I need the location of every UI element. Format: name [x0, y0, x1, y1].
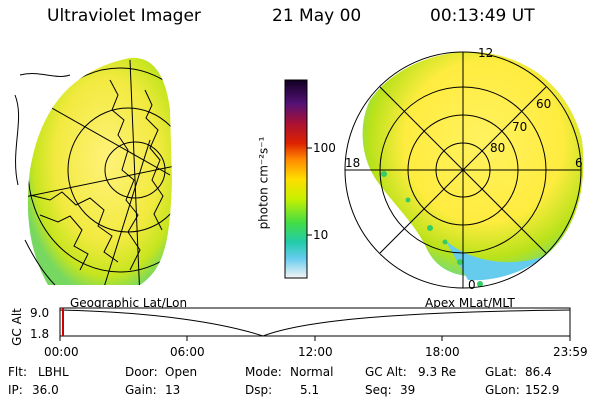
status-gain-value: 13	[165, 383, 181, 397]
status-mode-value: Normal	[290, 365, 334, 379]
date-label: 21 May 00	[272, 6, 362, 26]
status-flt-label: Flt:	[8, 365, 27, 379]
timeline-right-title: Apex MLat/MLT	[425, 296, 515, 310]
status-door-value: Open	[165, 365, 198, 379]
mlt-label-6: 6	[575, 156, 583, 170]
timeline-left-title: Geographic Lat/Lon	[70, 296, 188, 310]
mlt-label-18: 18	[345, 156, 361, 170]
timeline-ytick-low: 1.8	[30, 327, 50, 341]
status-ip-label: IP:	[8, 383, 23, 397]
colorbar-tick-100: 100	[313, 141, 336, 155]
status-seq-value: 39	[400, 383, 416, 397]
status-seq-label: Seq:	[365, 383, 392, 397]
timeline-ytick-high: 9.0	[30, 306, 50, 320]
timeline-axis-label: GC Alt	[9, 308, 24, 346]
timeline-xtick-1200: 12:00	[298, 345, 333, 359]
mlt-label-12: 12	[478, 46, 494, 60]
timeline-xtick-1800: 18:00	[425, 345, 460, 359]
colorbar-tick-10: 10	[313, 228, 329, 242]
status-gcalt-value: 9.3 Re	[418, 365, 457, 379]
status-glat-value: 86.4	[525, 365, 552, 379]
status-glon-value: 152.9	[525, 383, 560, 397]
mlt-label-0: 0	[468, 278, 476, 292]
timeline-xtick-2359: 23:59	[553, 345, 588, 359]
status-glon-label: GLon:	[485, 383, 520, 397]
mlat-label-80: 80	[490, 141, 506, 155]
time-label: 00:13:49 UT	[430, 6, 535, 26]
status-mode-label: Mode:	[245, 365, 282, 379]
colorbar-unit-label: photon cm⁻²s⁻¹	[256, 136, 271, 230]
status-ip-value: 36.0	[32, 383, 59, 397]
status-glat-label: GLat:	[485, 365, 518, 379]
status-dsp-value: 5.1	[300, 383, 320, 397]
status-gain-label: Gain:	[125, 383, 157, 397]
status-flt-value: LBHL	[38, 365, 69, 379]
timeline-xtick-0600: 06:00	[170, 345, 205, 359]
mlat-label-70: 70	[512, 120, 528, 134]
timeline-xtick-0000: 00:00	[44, 345, 79, 359]
status-gcalt-label: GC Alt:	[365, 365, 407, 379]
status-door-label: Door:	[125, 365, 158, 379]
mlat-label-60: 60	[536, 97, 552, 111]
instrument-title: Ultraviolet Imager	[47, 6, 201, 26]
status-dsp-label: Dsp:	[245, 383, 273, 397]
